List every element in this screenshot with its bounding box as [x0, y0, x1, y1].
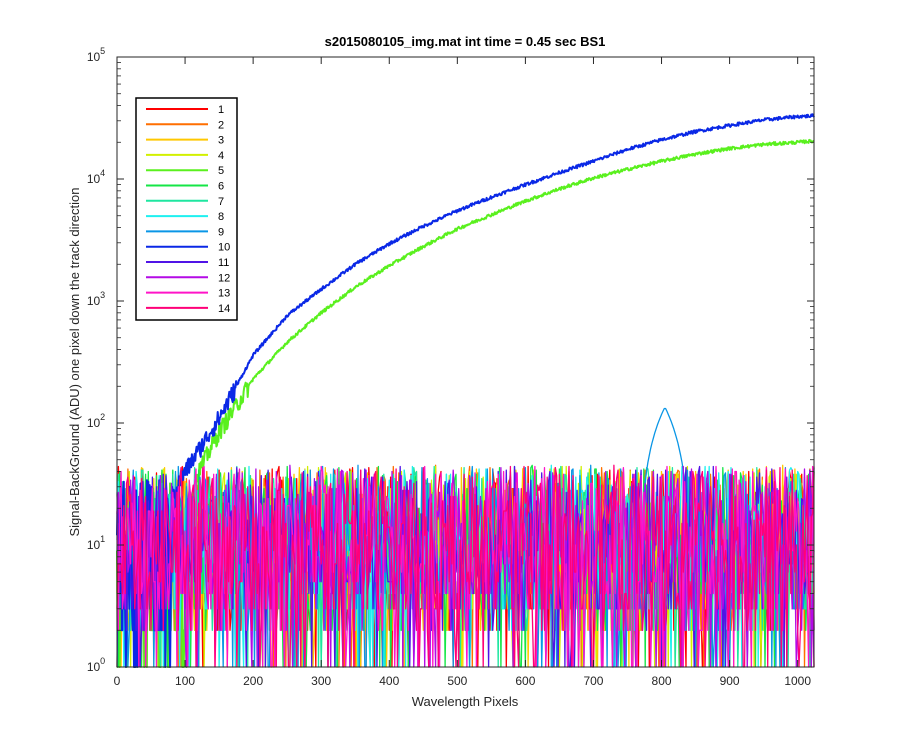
series-line-14: [116, 464, 815, 668]
y-tick-exponent: 2: [100, 412, 105, 422]
y-tick-exponent: 4: [100, 168, 105, 178]
series-line-5: [116, 138, 815, 668]
x-tick-label: 1000: [784, 674, 811, 688]
x-tick-label: 900: [720, 674, 740, 688]
series-line-10: [116, 113, 815, 668]
y-tick-exponent: 5: [100, 46, 105, 56]
x-axis-label: Wavelength Pixels: [412, 694, 519, 709]
x-tick-label: 600: [515, 674, 535, 688]
y-tick-exponent: 0: [100, 656, 105, 666]
y-tick-exponent: 1: [100, 534, 105, 544]
legend-label-6: 6: [218, 181, 224, 193]
legend-label-3: 3: [218, 135, 224, 147]
x-tick-label: 100: [175, 674, 195, 688]
legend-box: [135, 97, 238, 321]
legend-label-14: 14: [218, 303, 230, 315]
legend-label-4: 4: [218, 150, 224, 162]
legend-label-13: 13: [218, 288, 230, 300]
x-tick-label: 800: [652, 674, 672, 688]
series-group: [116, 113, 815, 668]
legend-label-12: 12: [218, 272, 230, 284]
x-tick-label: 0: [114, 674, 121, 688]
y-tick-exponent: 3: [100, 290, 105, 300]
x-tick-label: 700: [583, 674, 603, 688]
legend-label-9: 9: [218, 226, 224, 238]
y-axis-label: Signal-BackGround (ADU) one pixel down t…: [67, 187, 82, 536]
legend-label-8: 8: [218, 211, 224, 223]
x-tick-label: 200: [243, 674, 263, 688]
legend-label-11: 11: [218, 257, 229, 269]
legend-label-1: 1: [218, 104, 224, 116]
x-axis: 0 100 200 300 400 500 600 700 800 900 1000: [114, 57, 811, 688]
legend-label-2: 2: [218, 119, 224, 131]
legend-label-7: 7: [218, 196, 224, 208]
legend-label-5: 5: [218, 165, 224, 177]
legend-label-10: 10: [218, 242, 230, 254]
chart-title: s2015080105_img.mat int time = 0.45 sec …: [325, 34, 606, 49]
x-tick-label: 400: [379, 674, 399, 688]
plot-frame: [116, 56, 815, 668]
series-line-13: [116, 465, 815, 668]
x-tick-label: 500: [447, 674, 467, 688]
x-tick-label: 300: [311, 674, 331, 688]
